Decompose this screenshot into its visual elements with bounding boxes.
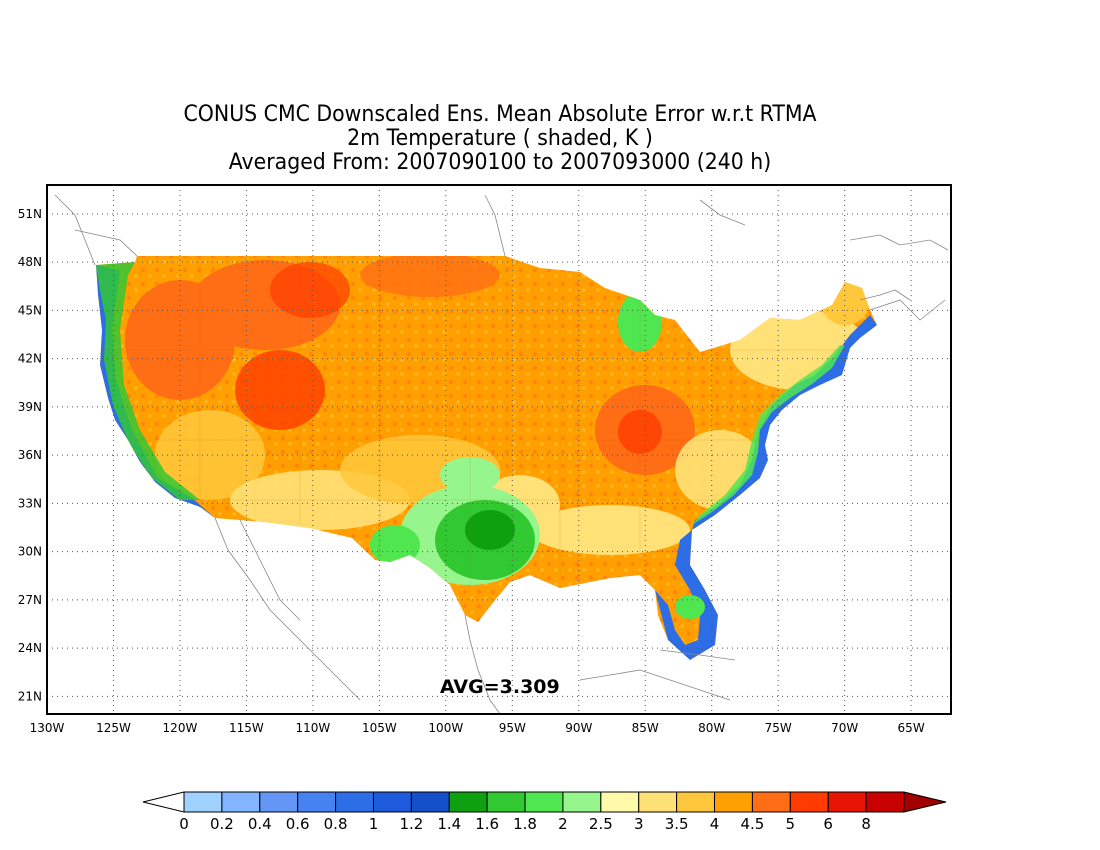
colorbar-cell [183,791,223,813]
colorbar-cells [183,791,905,813]
colorbar-under-arrow [142,791,185,813]
colorbar-cell [221,791,261,813]
lon-tick-label: 95W [499,721,526,735]
lat-tick-label: 21N [18,689,42,703]
colorbar-cell [827,791,867,813]
colorbar-cell [259,791,299,813]
lon-tick-label: 80W [698,721,725,735]
colorbar-cell [789,791,829,813]
colorbar-label: 0.2 [210,815,234,833]
lon-tick-label: 110W [295,721,330,735]
lat-tick-label: 36N [18,448,42,462]
lat-tick-label: 39N [18,400,42,414]
average-annotation: AVG=3.309 [440,676,560,698]
colorbar-cell [714,791,753,813]
lat-tick-label: 51N [18,207,42,221]
field-kentucky-peak [618,410,662,454]
colorbar-label: 1 [369,815,379,833]
field-montana-peak [270,262,350,318]
lat-tick-label: 42N [18,352,42,366]
colorbar-label: 4 [710,815,720,833]
lon-tick-label: 105W [362,721,397,735]
colorbar-cell [562,791,602,813]
field-dakotas-high [360,256,500,297]
colorbar-labels: 0 0.2 0.4 0.6 0.8 1 1.2 1.4 1.6 1.8 2 2.5 3 3.5 4 4.5 5 6… [179,815,871,833]
colorbar-label: 1.2 [399,815,423,833]
colorbar-cell [335,791,374,813]
chart-title-line1: CONUS CMC Downscaled Ens. Mean Absolute … [183,102,817,127]
lat-tick-label: 48N [18,255,42,269]
field-rio-grande-low [370,525,420,565]
lon-tick-label: 70W [831,721,858,735]
state-borders [100,256,870,600]
lat-tick-label: 24N [18,641,42,655]
lat-tick-label: 30N [18,545,42,559]
colorbar-label: 2 [558,815,568,833]
colorbar-cell [486,791,526,813]
colorbar-cell [638,791,678,813]
colorbar-label: 0.4 [248,815,272,833]
colorbar-label: 1.6 [475,815,499,833]
colorbar-cell [372,791,412,813]
colorbar-cell [751,791,791,813]
lon-tick-label: 65W [898,721,925,735]
lat-tick-label: 33N [18,496,42,510]
colorbar-cell [865,791,905,813]
map-frame [46,184,952,715]
lon-tick-label: 125W [96,721,131,735]
field-pacific-coast-green [96,262,200,500]
colorbar-cell [410,791,450,813]
lon-tick-label: 130W [30,721,65,735]
lon-tick-label: 120W [163,721,198,735]
map-gridlines [47,185,951,714]
colorbar-label: 8 [861,815,871,833]
colorbar-label: 5 [786,815,796,833]
colorbar-label: 4.5 [740,815,764,833]
colorbar-label: 2.5 [589,815,613,833]
colorbar-cell [600,791,640,813]
longitude-labels: 130W 125W 120W 115W 110W 105W 100W 95W 90W 85W 80W… [30,721,925,735]
field-atlantic-coast-green [692,345,845,525]
latitude-labels: 51N 48N 45N 42N 39N 36N 33N 30N 27N 24N 21N [18,207,42,703]
colorbar-label: 0 [179,815,189,833]
lon-tick-label: 115W [229,721,264,735]
chart-title-line2: 2m Temperature ( shaded, K ) [347,126,653,151]
colorbar-cell [448,791,488,813]
chart-title-line3: Averaged From: 2007090100 to 2007093000 … [228,150,772,175]
lon-tick-label: 100W [428,721,463,735]
field-florida-low [655,530,718,660]
field-oklahoma-low [440,457,500,493]
colorbar-label: 0.8 [324,815,348,833]
lon-tick-label: 85W [632,721,659,735]
lon-tick-label: 75W [765,721,792,735]
colorbar-label: 6 [823,815,833,833]
lon-tick-label: 90W [565,721,592,735]
colorbar-cell [676,791,716,813]
field-florida-interior [675,595,705,619]
colorbar-label: 0.6 [286,815,310,833]
field-greatbasin-peak [235,350,325,430]
coastlines [54,194,949,714]
colorbar-cell [297,791,337,813]
colorbar-label: 3.5 [665,815,689,833]
colorbar-cell [524,791,564,813]
lat-tick-label: 45N [18,303,42,317]
colorbar-over-arrow [903,791,947,813]
field-southwest-moderate [155,410,265,500]
colorbar-label: 3 [634,815,644,833]
field-gulfstates-moderate [530,505,690,555]
colorbar-label: 1.4 [437,815,461,833]
colorbar-label: 1.8 [513,815,537,833]
lat-tick-label: 27N [18,593,42,607]
field-houston-low [465,510,515,550]
